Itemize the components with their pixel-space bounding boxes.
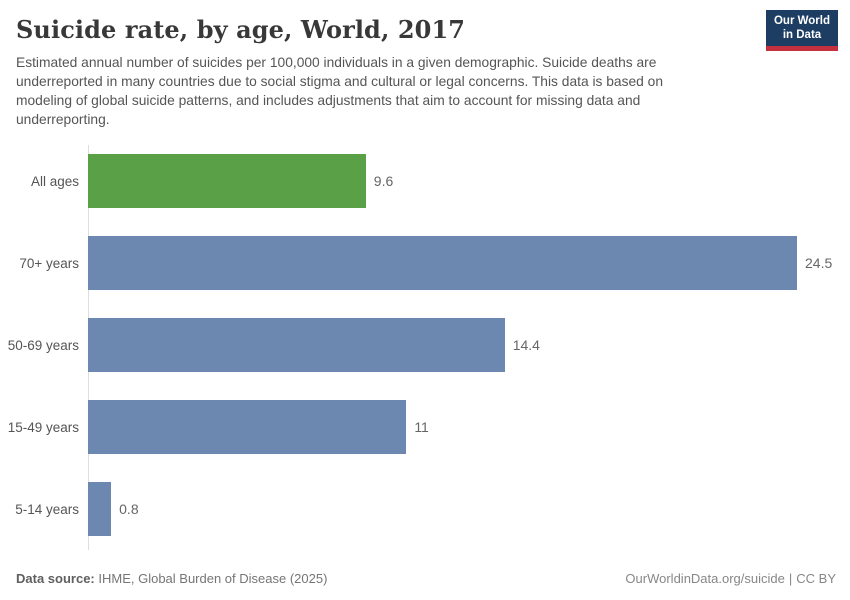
bar-row: All ages 9.6 (0, 140, 850, 222)
chart-footer: Data source: IHME, Global Burden of Dise… (16, 571, 836, 586)
license-text: CC BY (796, 571, 836, 586)
value-label: 9.6 (373, 173, 394, 189)
owid-logo: Our World in Data (766, 10, 838, 51)
bar[interactable] (88, 236, 797, 290)
data-source: Data source: IHME, Global Burden of Dise… (16, 571, 327, 586)
category-label: All ages (30, 173, 79, 189)
bar[interactable] (88, 154, 366, 208)
bar-track: 11 (88, 400, 850, 454)
bar-track: 14.4 (88, 318, 850, 372)
bar[interactable] (88, 482, 112, 536)
bar-row: 5-14 years 0.8 (0, 468, 850, 550)
data-source-label: Data source: (16, 571, 95, 586)
category-label: 15-49 years (7, 419, 79, 435)
chart-subtitle: Estimated annual number of suicides per … (16, 55, 664, 127)
bar-track: 0.8 (88, 482, 850, 536)
bar-track: 9.6 (88, 154, 850, 208)
footer-attribution: OurWorldinData.org/suicide | CC BY (625, 571, 836, 586)
chart-title: Suicide rate, by age, World, 2017 (16, 15, 466, 44)
bar-row: 15-49 years 11 (0, 386, 850, 468)
value-label: 0.8 (119, 501, 139, 517)
category-label: 70+ years (19, 255, 79, 271)
value-label: 14.4 (512, 337, 540, 353)
value-label: 11 (414, 419, 429, 435)
value-label: 24.5 (805, 255, 833, 271)
footer-separator: | (788, 571, 793, 586)
bar[interactable] (88, 400, 407, 454)
owid-logo-red-bar (766, 46, 838, 51)
data-source-text: IHME, Global Burden of Disease (2025) (94, 571, 328, 586)
bar-chart: All ages 9.6 70+ years 24.5 50-69 years … (0, 140, 850, 550)
bar-row: 50-69 years 14.4 (0, 304, 850, 386)
owid-logo-text: Our World in Data (766, 10, 838, 46)
bar[interactable] (88, 318, 505, 372)
category-label: 5-14 years (15, 501, 79, 517)
category-label: 50-69 years (7, 337, 79, 353)
bar-track: 24.5 (88, 236, 850, 290)
owid-url-link[interactable]: OurWorldinData.org/suicide (625, 571, 785, 586)
bar-row: 70+ years 24.5 (0, 222, 850, 304)
chart-header: Suicide rate, by age, World, 2017 Estima… (0, 0, 850, 129)
